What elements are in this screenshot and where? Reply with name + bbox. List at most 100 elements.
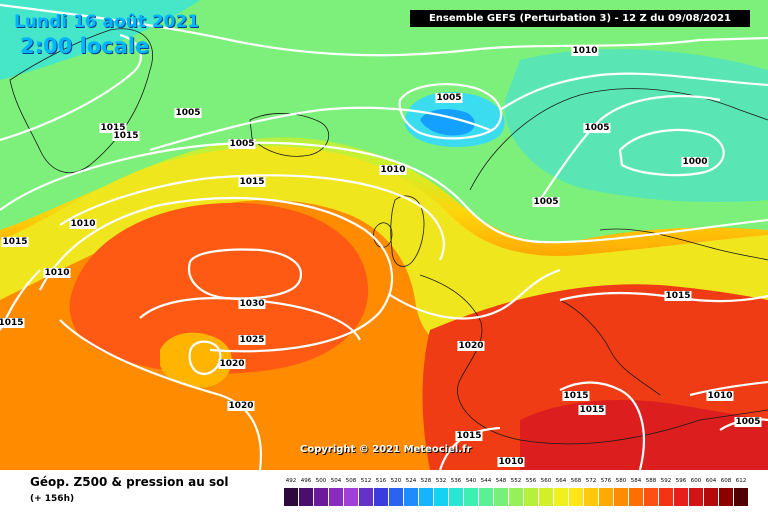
- isobar-label: 1015: [562, 391, 590, 401]
- scale-tick-label: 580: [615, 478, 627, 484]
- scale-tick-label: 544: [480, 478, 492, 484]
- isobar-label: 1020: [227, 401, 255, 411]
- scale-tick-label: 520: [390, 478, 402, 484]
- scale-swatch: [509, 488, 523, 506]
- scale-tick-label: 556: [525, 478, 537, 484]
- azores-orange-core: [160, 332, 232, 388]
- isobar-label: 1015: [0, 318, 25, 328]
- scale-swatch: [434, 488, 448, 506]
- scale-swatch: [344, 488, 358, 506]
- scale-swatch: [674, 488, 688, 506]
- isobar-label: 1030: [238, 299, 266, 309]
- scale-tick-label: 560: [540, 478, 552, 484]
- forecast-date: Lundi 16 août 2021: [14, 12, 200, 32]
- geopotential-field: [0, 0, 768, 470]
- isobar-label: 1015: [578, 405, 606, 415]
- isobar-label: 1005: [435, 93, 463, 103]
- northwest-teal: [0, 0, 200, 80]
- isobar-label: 1005: [532, 197, 560, 207]
- scale-tick-label: 504: [330, 478, 342, 484]
- azores-high-red: [69, 202, 369, 374]
- scale-swatch: [704, 488, 718, 506]
- scale-swatch: [524, 488, 538, 506]
- scale-swatch: [284, 488, 298, 506]
- isobar-label: 1015: [455, 431, 483, 441]
- isobars: [0, 3, 768, 470]
- scale-tick-label: 540: [465, 478, 477, 484]
- scale-swatch: [614, 488, 628, 506]
- isobar-label: 1015: [99, 123, 127, 133]
- scale-tick-label: 568: [570, 478, 582, 484]
- scale-swatch: [464, 488, 478, 506]
- isobar-label: 1015: [112, 131, 140, 141]
- isobar-label: 1000: [681, 157, 709, 167]
- isobar-label: 1010: [379, 165, 407, 175]
- scale-swatch: [314, 488, 328, 506]
- scale-swatch: [539, 488, 553, 506]
- scale-tick-label: 592: [660, 478, 672, 484]
- scale-tick-label: 552: [510, 478, 522, 484]
- scale-tick-label: 524: [405, 478, 417, 484]
- scale-tick-label: 612: [735, 478, 747, 484]
- isobar-label: 1010: [69, 219, 97, 229]
- scale-tick-label: 536: [450, 478, 462, 484]
- scale-tick-label: 584: [630, 478, 642, 484]
- isobar-label: 1010: [497, 457, 525, 467]
- scale-tick-label: 604: [705, 478, 717, 484]
- isobar-label: 1010: [43, 268, 71, 278]
- scale-tick-label: 492: [285, 478, 297, 484]
- scale-tick-label: 548: [495, 478, 507, 484]
- scale-swatch: [719, 488, 733, 506]
- scale-tick-label: 576: [600, 478, 612, 484]
- scale-swatch: [689, 488, 703, 506]
- isobar-label: 1010: [706, 391, 734, 401]
- scale-swatch: [569, 488, 583, 506]
- weather-map: [0, 0, 768, 470]
- scale-swatch: [644, 488, 658, 506]
- isobar-label: 1015: [238, 177, 266, 187]
- scale-swatch: [374, 488, 388, 506]
- scale-swatch: [359, 488, 373, 506]
- scale-tick-label: 528: [420, 478, 432, 484]
- isobar-label: 1015: [1, 237, 29, 247]
- scale-tick-label: 588: [645, 478, 657, 484]
- scale-swatch: [629, 488, 643, 506]
- scale-swatch: [494, 488, 508, 506]
- scale-tick-label: 600: [690, 478, 702, 484]
- isobar-label: 1005: [734, 417, 762, 427]
- scale-tick-label: 508: [345, 478, 357, 484]
- scale-swatch: [734, 488, 748, 506]
- scale-swatch: [659, 488, 673, 506]
- scale-tick-label: 608: [720, 478, 732, 484]
- scale-tick-label: 500: [315, 478, 327, 484]
- isobar-label: 1005: [228, 139, 256, 149]
- copyright-notice: Copyright © 2021 Meteociel.fr: [300, 444, 472, 455]
- scale-tick-label: 512: [360, 478, 372, 484]
- scale-swatch: [404, 488, 418, 506]
- scale-tick-label: 572: [585, 478, 597, 484]
- scale-swatch: [299, 488, 313, 506]
- scale-swatch: [449, 488, 463, 506]
- scale-tick-label: 496: [300, 478, 312, 484]
- forecast-time: 2:00 locale: [20, 34, 150, 58]
- run-info-banner: Ensemble GEFS (Perturbation 3) - 12 Z du…: [410, 10, 750, 27]
- scale-swatch: [479, 488, 493, 506]
- legend-panel: Géop. Z500 & pression au sol (+ 156h) 49…: [0, 470, 768, 512]
- isobar-label: 1005: [174, 108, 202, 118]
- legend-forecast-hour: (+ 156h): [30, 494, 75, 504]
- isobar-label: 1025: [238, 335, 266, 345]
- scale-swatch: [419, 488, 433, 506]
- scale-swatch: [329, 488, 343, 506]
- isobar-label: 1020: [457, 341, 485, 351]
- scale-swatch: [389, 488, 403, 506]
- isobar-label: 1015: [664, 291, 692, 301]
- scale-tick-label: 564: [555, 478, 567, 484]
- iceland-low-core: [420, 109, 475, 136]
- scale-tick-label: 596: [675, 478, 687, 484]
- scale-swatch: [599, 488, 613, 506]
- scale-tick-label: 516: [375, 478, 387, 484]
- scale-swatch: [554, 488, 568, 506]
- color-scale: 492 496 500 504 508 512 516 520 524 528 532 536 540 5…: [284, 478, 752, 508]
- isobar-label: 1010: [571, 46, 599, 56]
- scale-tick-label: 532: [435, 478, 447, 484]
